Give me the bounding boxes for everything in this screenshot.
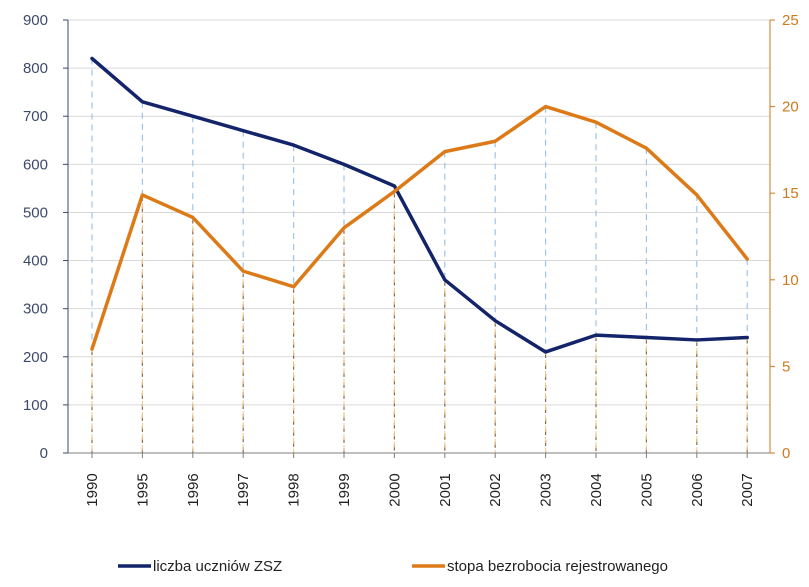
right-tick-label: 5 (782, 358, 790, 375)
x-tick-label: 1999 (336, 473, 353, 506)
x-tick-label: 1997 (235, 473, 252, 506)
x-tick-label: 2002 (487, 473, 504, 506)
x-tick-label: 1995 (134, 473, 151, 506)
left-tick-label: 700 (23, 108, 48, 125)
left-tick-label: 200 (23, 349, 48, 366)
axes (67, 20, 771, 454)
x-tick-label: 1990 (84, 473, 101, 506)
left-tick-label: 100 (23, 397, 48, 414)
series-lines (90, 56, 749, 354)
legend: liczba uczniów ZSZ stopa bezrobocia rejes… (118, 558, 668, 575)
drop-lines (91, 58, 748, 453)
right-tick-label: 0 (782, 445, 790, 462)
right-tick-label: 15 (782, 185, 799, 202)
left-tick-label: 900 (23, 12, 48, 29)
x-tick-label: 1996 (185, 473, 202, 506)
right-tick-label: 10 (782, 272, 799, 289)
right-axis-ticks: 0 5 10 15 20 25 (770, 12, 799, 462)
right-tick-label: 20 (782, 99, 799, 116)
left-tick-label: 500 (23, 204, 48, 221)
left-tick-label: 400 (23, 253, 48, 270)
legend-label: liczba uczniów ZSZ (153, 558, 282, 575)
x-tick-label: 2004 (588, 473, 605, 506)
left-tick-label: 800 (23, 60, 48, 77)
left-axis-ticks: 0 100 200 300 400 500 600 700 800 900 (23, 12, 68, 462)
gridlines (68, 19, 770, 454)
x-tick-label: 2006 (689, 473, 706, 506)
x-tick-label: 2007 (739, 473, 756, 506)
x-tick-label: 2001 (437, 473, 454, 506)
legend-label: stopa bezrobocia rejestrowanego (447, 558, 668, 575)
left-tick-label: 300 (23, 301, 48, 318)
right-tick-label: 25 (782, 12, 799, 29)
left-tick-label: 600 (23, 156, 48, 173)
x-tick-label: 2000 (386, 473, 403, 506)
left-tick-label: 0 (40, 445, 48, 462)
series-line-unemployment (90, 104, 749, 351)
x-tick-label: 2003 (538, 473, 555, 506)
x-tick-label: 1998 (286, 473, 303, 506)
x-tick-label: 2005 (638, 473, 655, 506)
series-line-students (90, 56, 749, 354)
x-axis-ticks: 1990 1995 1996 1997 1998 1999 2000 2001 2002 2003… (84, 453, 756, 507)
